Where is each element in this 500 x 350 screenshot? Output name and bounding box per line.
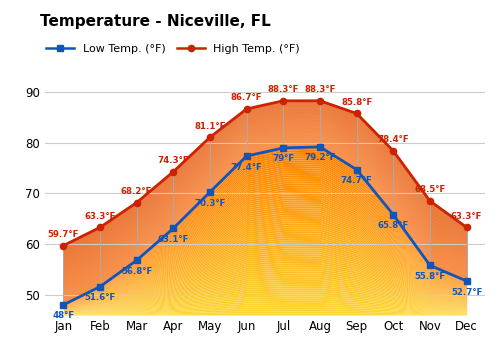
- Text: 78.4°F: 78.4°F: [378, 135, 409, 144]
- Text: Temperature - Niceville, FL: Temperature - Niceville, FL: [40, 14, 271, 29]
- Text: 74.7°F: 74.7°F: [341, 176, 372, 185]
- Text: 56.8°F: 56.8°F: [121, 267, 152, 276]
- Text: 70.3°F: 70.3°F: [194, 198, 226, 208]
- Text: 63.3°F: 63.3°F: [84, 212, 116, 221]
- Text: 52.7°F: 52.7°F: [451, 288, 482, 297]
- Text: 85.8°F: 85.8°F: [341, 98, 372, 107]
- Text: 65.8°F: 65.8°F: [378, 221, 409, 230]
- Text: 59.7°F: 59.7°F: [48, 230, 79, 239]
- Text: 68.2°F: 68.2°F: [121, 187, 152, 196]
- Text: 48°F: 48°F: [52, 312, 74, 321]
- Text: 51.6°F: 51.6°F: [84, 293, 116, 302]
- Text: 86.7°F: 86.7°F: [231, 93, 262, 102]
- Text: 63.1°F: 63.1°F: [158, 235, 189, 244]
- Text: 88.3°F: 88.3°F: [304, 85, 336, 94]
- Text: 63.3°F: 63.3°F: [451, 212, 482, 221]
- Text: 55.8°F: 55.8°F: [414, 272, 446, 281]
- Text: 88.3°F: 88.3°F: [268, 85, 299, 94]
- Text: 77.4°F: 77.4°F: [231, 163, 262, 172]
- Legend: Low Temp. (°F), High Temp. (°F): Low Temp. (°F), High Temp. (°F): [42, 40, 304, 59]
- Text: 79°F: 79°F: [272, 154, 294, 163]
- Text: 74.3°F: 74.3°F: [158, 156, 189, 165]
- Text: 68.5°F: 68.5°F: [414, 186, 446, 195]
- Text: 79.2°F: 79.2°F: [304, 153, 336, 162]
- Text: 81.1°F: 81.1°F: [194, 122, 226, 131]
